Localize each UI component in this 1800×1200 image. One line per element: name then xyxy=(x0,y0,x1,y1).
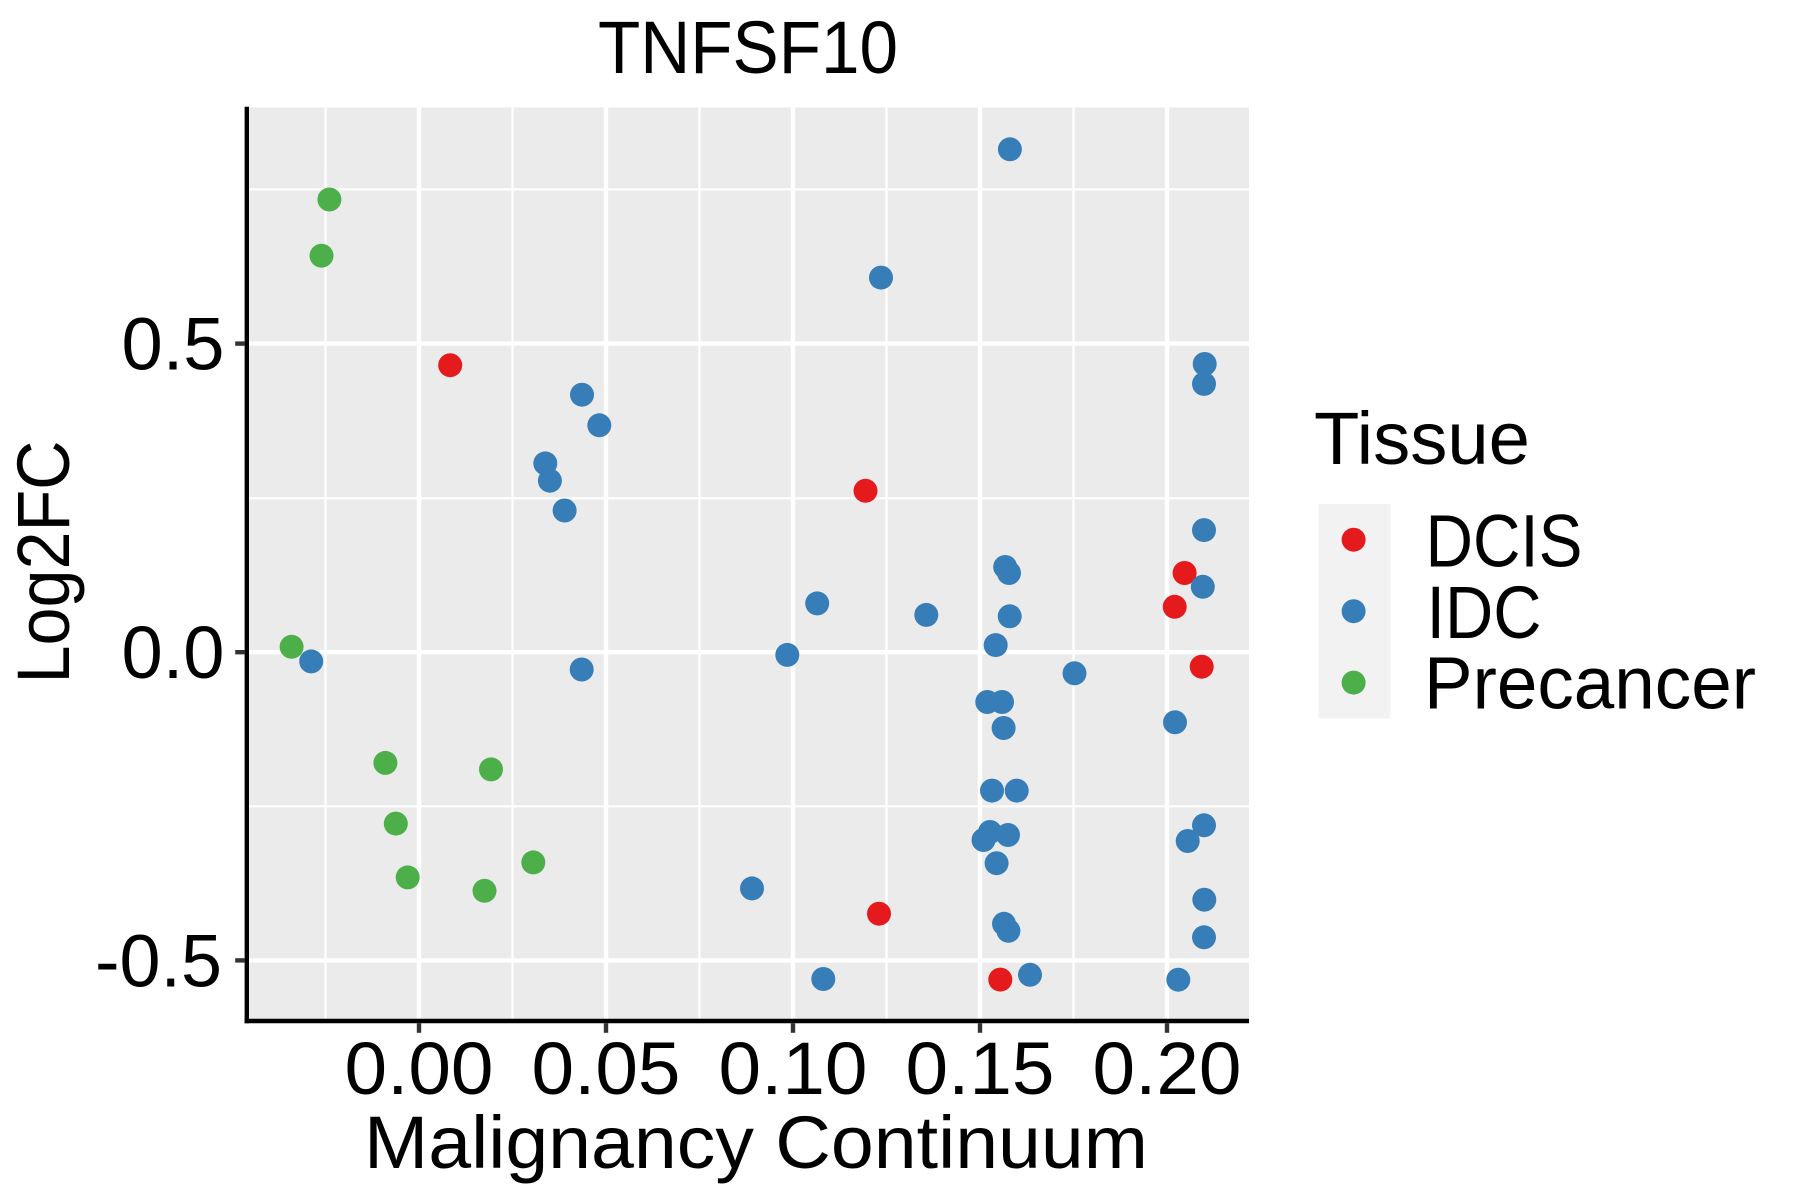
svg-text:-0.5: -0.5 xyxy=(95,919,222,1002)
svg-text:0.15: 0.15 xyxy=(906,1027,1055,1110)
svg-text:Precancer: Precancer xyxy=(1424,641,1756,724)
svg-text:0.20: 0.20 xyxy=(1093,1027,1242,1110)
svg-text:TNFSF10: TNFSF10 xyxy=(598,6,898,89)
svg-text:0.0: 0.0 xyxy=(122,611,225,694)
svg-text:IDC: IDC xyxy=(1427,571,1542,654)
svg-text:0.10: 0.10 xyxy=(719,1027,868,1110)
svg-text:Log2FC: Log2FC xyxy=(2,441,85,684)
svg-text:0.00: 0.00 xyxy=(345,1027,494,1110)
svg-text:Malignancy Continuum: Malignancy Continuum xyxy=(364,1101,1148,1184)
svg-text:0.5: 0.5 xyxy=(122,303,225,386)
svg-text:Tissue: Tissue xyxy=(1314,397,1530,480)
svg-text:DCIS: DCIS xyxy=(1426,500,1583,583)
svg-text:0.05: 0.05 xyxy=(532,1027,681,1110)
